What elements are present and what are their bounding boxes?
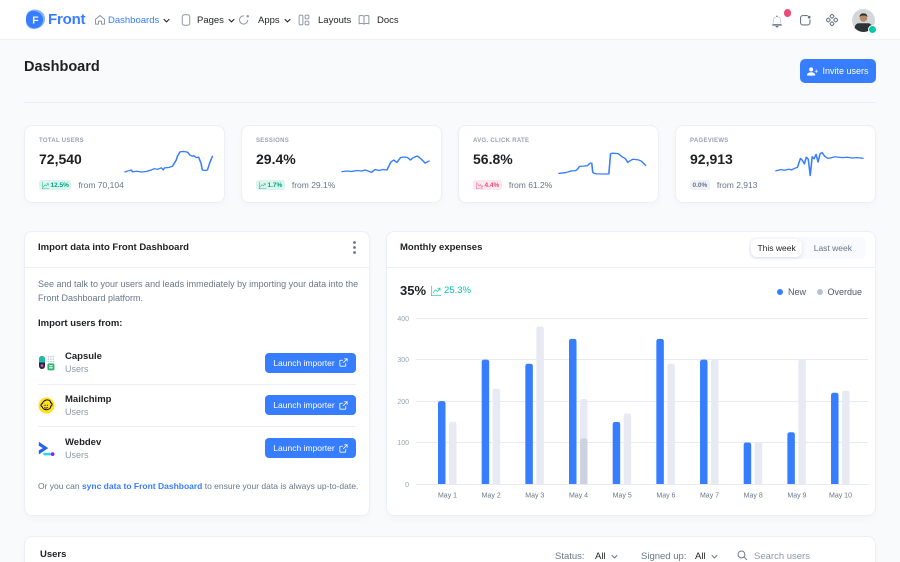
svg-text:May 3: May 3 [525,493,544,500]
svg-text:May 9: May 9 [787,493,806,500]
svg-text:100: 100 [397,440,409,447]
svg-text:May 2: May 2 [482,493,501,500]
svg-text:200: 200 [397,399,409,406]
svg-text:May 1: May 1 [438,493,457,500]
svg-text:300: 300 [397,357,409,364]
svg-text:May 5: May 5 [613,493,632,500]
svg-text:May 8: May 8 [744,493,763,500]
svg-text:May 7: May 7 [700,493,719,500]
svg-text:May 4: May 4 [569,493,588,500]
svg-text:F: F [32,15,39,27]
svg-text:May 6: May 6 [656,493,675,500]
svg-text:0: 0 [405,482,409,489]
svg-text:400: 400 [397,316,409,323]
svg-text:May 10: May 10 [829,493,852,500]
